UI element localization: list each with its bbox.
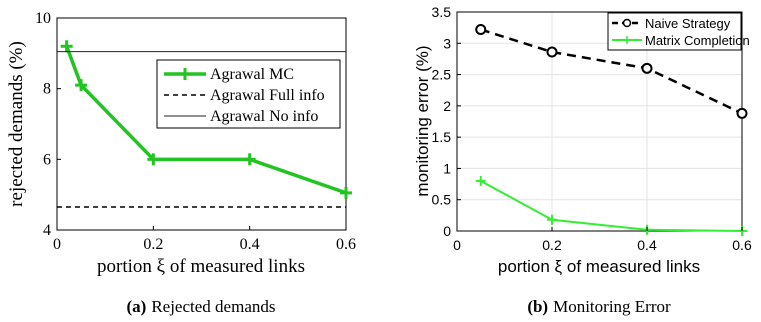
legend-label: Agrawal No info: [210, 108, 318, 125]
legend-marker: [623, 36, 631, 44]
x-tick-label: 0.4: [240, 236, 260, 253]
caption: (b) Monitoring Error: [527, 297, 671, 316]
caption-text: Monitoring Error: [553, 297, 671, 316]
x-axis-label: portion ξ of measured links: [498, 257, 700, 276]
x-tick-label: 0: [453, 237, 461, 253]
y-tick-label: 1: [443, 160, 451, 176]
caption-letter: (a): [127, 297, 147, 316]
x-tick-label: 0.2: [542, 237, 562, 253]
y-axis-label: monitoring error (%): [413, 45, 432, 196]
y-tick-label: 6: [43, 151, 51, 168]
y-tick-label: 0.5: [432, 192, 452, 208]
y-tick-label: 2: [443, 98, 451, 114]
data-point: [475, 175, 486, 186]
data-point: [546, 46, 558, 58]
data-point: [641, 62, 653, 74]
legend-label: Matrix Completion: [645, 33, 750, 48]
x-tick-labels: 0 0.2 0.4 0.6: [53, 226, 356, 253]
data-point: [736, 107, 748, 119]
y-tick-label: 10: [35, 10, 51, 27]
x-tick-label: 0.6: [732, 237, 752, 253]
chart-monitoring-error: 0 0.2 0.4 0.6 0 0.5 1 1.5 2 2.5 3 3.5 portion ξ of…: [413, 4, 752, 316]
legend-marker: [622, 18, 632, 28]
data-point: [340, 186, 352, 199]
legend: Naive Strategy Matrix Completion: [607, 12, 750, 51]
data-point: [547, 214, 557, 225]
legend-label: Agrawal MC: [210, 66, 294, 83]
y-tick-label: 2.5: [432, 67, 452, 83]
data-point: [75, 79, 88, 92]
chart-rejected-demands: 0 0.2 0.4 0.6 4 6 8 10 portion ξ of measured l…: [6, 10, 356, 316]
caption: (a) Rejected demands: [127, 297, 276, 316]
x-tick-label: 0: [53, 236, 61, 253]
legend-label: Naive Strategy: [645, 16, 731, 31]
x-axis-label: portion ξ of measured links: [97, 256, 305, 277]
legend: Agrawal MC Agrawal Full info Agrawal No in…: [156, 59, 341, 129]
y-axis-label: rejected demands (%): [6, 41, 27, 207]
y-tick-label: 0: [443, 223, 451, 239]
plot-area-frame: [456, 11, 743, 232]
series-line-1: [480, 180, 743, 232]
legend-marker: [179, 68, 191, 80]
y-tick-labels: 0 0.5 1 1.5 2 2.5 3 3.5: [432, 4, 461, 239]
data-point: [475, 24, 487, 36]
data-point: [147, 153, 160, 166]
data-point: [60, 40, 73, 53]
x-tick-label: 0.4: [637, 237, 657, 253]
series-line-0: [480, 28, 743, 115]
y-tick-label: 1.5: [432, 129, 452, 145]
y-tick-label: 4: [43, 222, 51, 239]
series-layer: [475, 24, 748, 236]
y-tick-label: 8: [43, 81, 51, 98]
legend-box: [607, 12, 742, 51]
series-layer: [57, 40, 352, 208]
y-tick-label: 3: [443, 35, 451, 51]
legend-label: Agrawal Full info: [210, 87, 325, 104]
legend-box: [156, 59, 341, 129]
caption-letter: (b): [527, 297, 548, 316]
y-tick-label: 3.5: [432, 4, 452, 20]
x-tick-labels: 0 0.2 0.4 0.6: [453, 227, 752, 253]
x-tick-label: 0.6: [336, 236, 356, 253]
x-tick-label: 0.2: [143, 236, 163, 253]
caption-text: Rejected demands: [151, 297, 275, 316]
data-point: [243, 153, 256, 166]
y-tick-labels: 4 6 8 10: [35, 10, 61, 239]
